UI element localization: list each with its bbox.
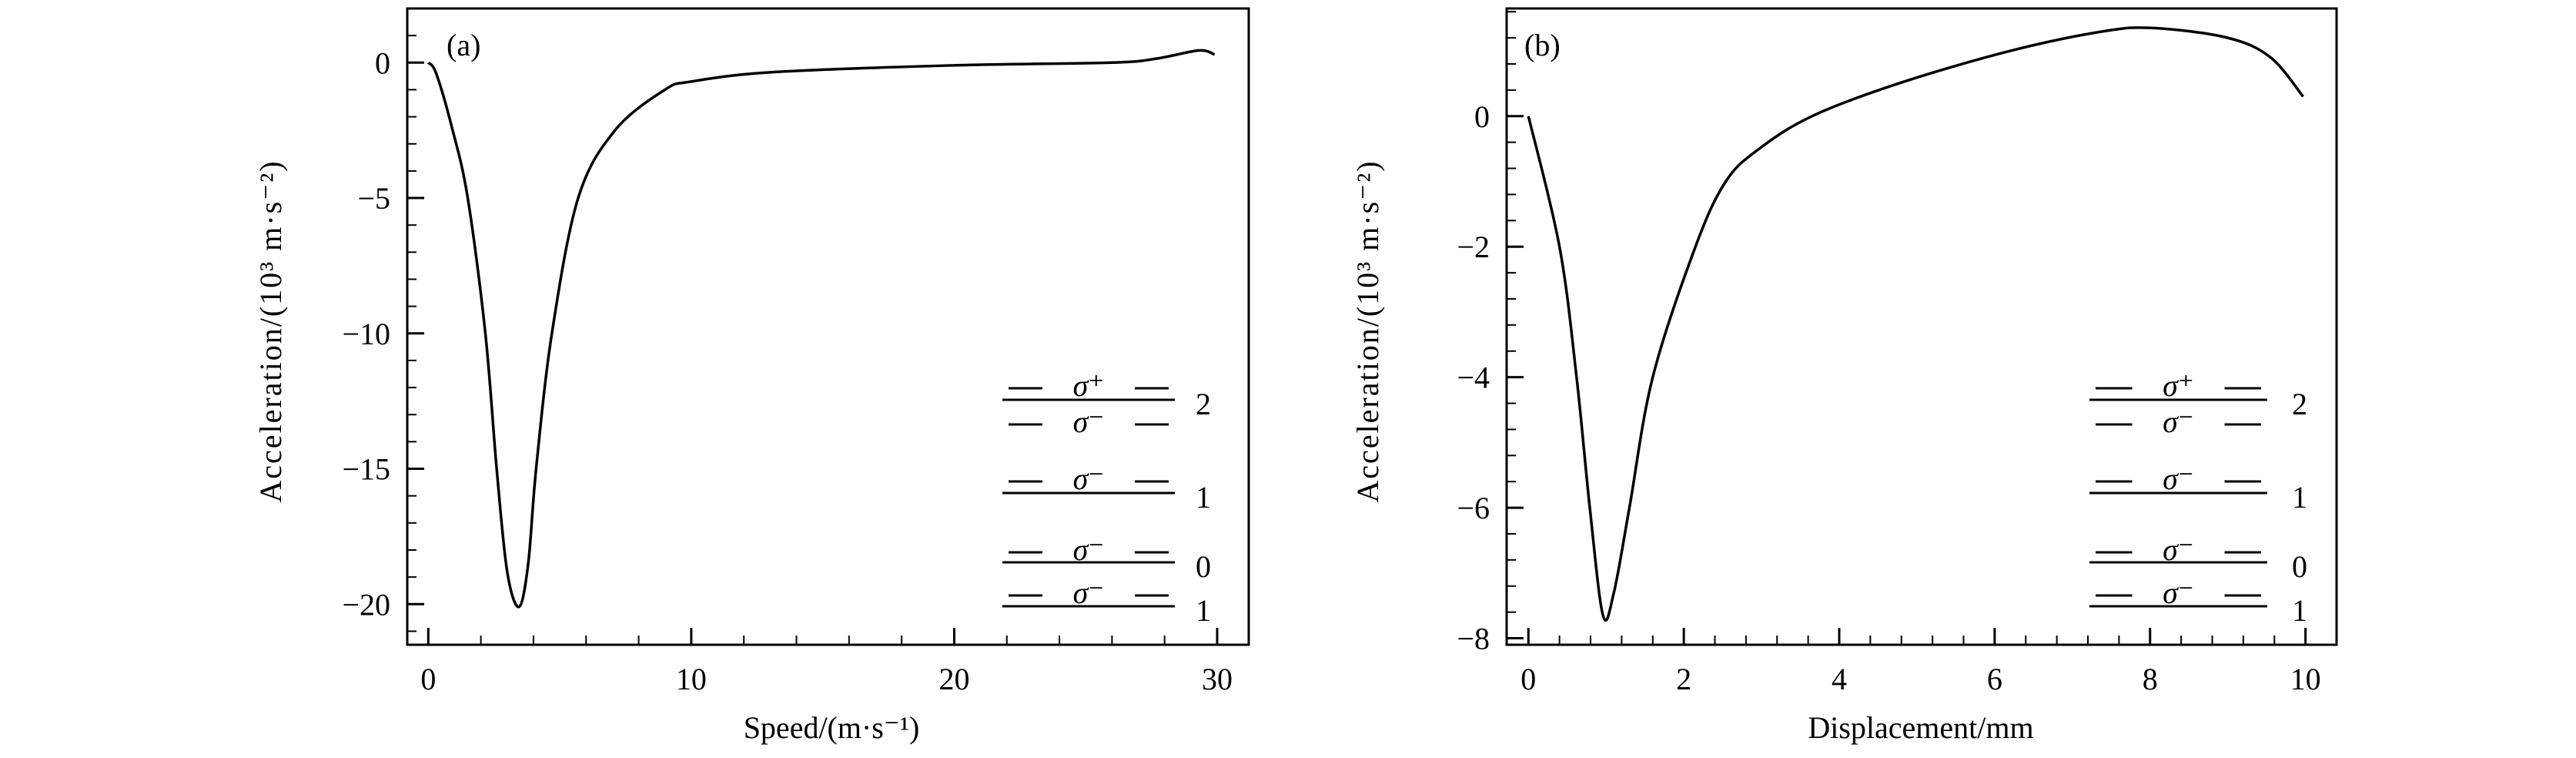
panel-label: (b)	[1524, 28, 1561, 62]
panel-label: (a)	[447, 28, 480, 62]
y-tick-label: −10	[342, 317, 390, 351]
x-tick-label: 6	[1987, 662, 2002, 696]
x-tick-label: 30	[1202, 662, 1233, 696]
y-tick-label: −15	[342, 452, 390, 487]
level-diagram: σ⁺σ⁻2σ⁻1σ⁻ 0σ⁻1	[1002, 368, 1211, 628]
x-tick-label: 0	[1521, 662, 1536, 696]
transition-label: σ⁻	[2163, 461, 2194, 496]
x-tick-label: 4	[1832, 662, 1847, 696]
plot-frame	[1505, 7, 2338, 646]
panel-a: (a) Speed/(m·s⁻¹) Acceleration/(10³ m·s⁻…	[253, 7, 1250, 745]
x-tick-label: 10	[676, 662, 707, 696]
transition-label: σ⁻	[1073, 461, 1105, 496]
y-tick-label: −4	[1457, 361, 1490, 395]
level-label: 0	[1196, 549, 1211, 584]
series-line	[427, 49, 1216, 609]
transition-label: σ⁺	[1073, 368, 1105, 403]
y-tick-label: −5	[357, 181, 390, 216]
series-line	[1527, 26, 2304, 622]
level-label: 2	[2292, 387, 2307, 421]
y-axis-label: Acceleration/(10³ m·s⁻²)	[1350, 159, 1385, 502]
transition-label: σ⁺	[2163, 368, 2194, 403]
x-tick-label: 0	[420, 662, 436, 696]
y-tick-label: 0	[375, 45, 390, 80]
level-label: 1	[1196, 593, 1211, 628]
x-tick-label: 20	[938, 662, 969, 696]
level-label: 1	[2292, 593, 2307, 628]
y-tick-label: −6	[1457, 491, 1490, 525]
transition-label: σ⁻	[2163, 575, 2194, 610]
y-tick-label: −2	[1457, 230, 1490, 264]
y-tick-label: −20	[342, 587, 390, 622]
transition-label: σ⁻	[1073, 575, 1105, 610]
x-tick-label: 10	[2290, 662, 2321, 696]
level-label: 1	[2292, 480, 2307, 515]
level-diagram: σ⁺σ⁻2σ⁻1σ⁻ 0σ⁻1	[2089, 368, 2307, 628]
transition-label: σ⁻	[1073, 404, 1105, 439]
y-tick-label: 0	[1474, 99, 1490, 134]
plot-frame	[406, 7, 1250, 646]
x-axis-label: Displacement/mm	[1808, 710, 2033, 745]
x-tick-label: 2	[1676, 662, 1691, 696]
x-tick-label: 8	[2143, 662, 2158, 696]
level-label: 0	[2292, 549, 2307, 584]
x-axis-label: Speed/(m·s⁻¹)	[744, 710, 920, 745]
y-tick-label: −8	[1457, 622, 1490, 656]
y-axis-label: Acceleration/(10³ m·s⁻²)	[253, 159, 288, 502]
panel-b: (b) Displacement/mm Acceleration/(10³ m·…	[1350, 7, 2338, 745]
level-label: 1	[1196, 480, 1211, 515]
level-label: 2	[1196, 387, 1211, 421]
transition-label: σ⁻	[2163, 404, 2194, 439]
